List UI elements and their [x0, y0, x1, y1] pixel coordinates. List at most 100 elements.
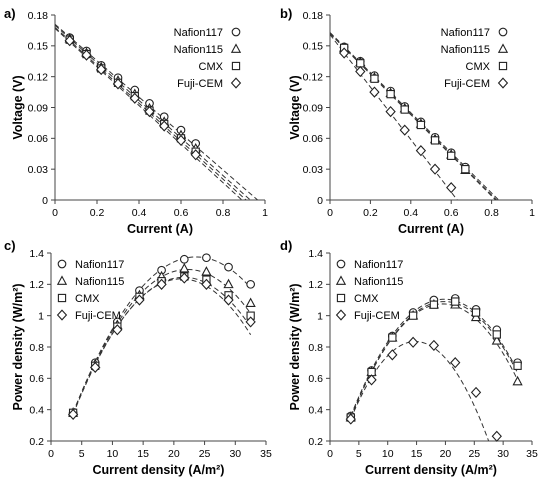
legend-marker-diamond: [56, 309, 68, 321]
chart-panel-2: 0 0.2 0.4 0.6 0.8 1 0 0.03 0.06 0.09 0.12 0.15 0.18 C…: [280, 6, 535, 236]
data-point-diamond: [175, 134, 187, 147]
series-fuji-cem: [338, 47, 457, 194]
chart-panel-1: 0 0.2 0.4 0.6 0.8 1 0 0.03 0.06 0.09 0.12 0.15 0.18 C…: [4, 6, 268, 236]
data-point-diamond: [470, 386, 482, 399]
legend-marker-square: [498, 61, 508, 71]
x-tick-label: 30: [497, 448, 509, 460]
data-point-diamond: [144, 105, 155, 118]
x-tick-label: 0.6: [174, 207, 189, 219]
data-point-square: [513, 361, 522, 370]
legend-label: Fuji-CEM: [75, 310, 121, 322]
y-axis-label: Voltage (V): [11, 75, 25, 139]
legend-label: Nafion115: [441, 44, 490, 56]
legend: Nafion117 Nafion115 CMX Fuji-CEM: [441, 27, 509, 90]
legend-label: CMX: [354, 293, 379, 305]
y-tick-label: 0.6: [308, 373, 323, 385]
legend-marker-square: [57, 293, 67, 303]
x-axis-label: Current (A): [398, 222, 464, 236]
data-point-square: [370, 74, 379, 83]
x-axis-label: Current density (A/m²): [365, 463, 497, 477]
y-tick-label: 1.2: [308, 279, 323, 291]
y-tick-label: 0.8: [308, 342, 323, 354]
data-point-circle: [224, 262, 233, 272]
y-tick-label: 0.8: [29, 342, 44, 354]
legend-label: Nafion117: [174, 27, 223, 39]
y-tick-label: 0.15: [303, 41, 324, 53]
data-point-diamond: [366, 374, 377, 386]
data-point-square: [416, 120, 426, 130]
y-tick-label: 1: [38, 310, 44, 322]
legend: Nafion117 Nafion115 CMX Fuji-CEM: [56, 259, 124, 322]
legend: Nafion117 Nafion115 CMX Fuji-CEM: [174, 27, 242, 90]
data-point-triangle: [223, 278, 234, 289]
data-point-diamond: [81, 49, 92, 61]
data-point-square: [388, 333, 397, 342]
data-point-diamond: [90, 361, 101, 373]
legend-label: Nafion115: [354, 276, 403, 288]
data-point-diamond: [156, 278, 167, 290]
data-point-square: [430, 136, 440, 145]
legend-label: CMX: [466, 61, 491, 73]
data-point-square: [451, 297, 460, 306]
series-fuji-cem: [67, 272, 256, 420]
y-tick-label: 0.15: [28, 41, 49, 53]
legend-label: Nafion117: [441, 27, 490, 39]
data-point-diamond: [179, 272, 190, 284]
legend-marker-circle: [498, 27, 508, 37]
data-point-diamond: [112, 78, 124, 90]
x-tick-label: 0.2: [363, 207, 378, 219]
data-point-triangle: [201, 266, 212, 276]
y-tick-label: 0.09: [28, 102, 49, 114]
y-tick-label: 0.18: [303, 10, 324, 22]
y-tick-label: 1.2: [29, 279, 44, 291]
x-tick-label: 1: [529, 207, 535, 219]
x-tick-label: 0.8: [216, 207, 231, 219]
x-tick-label: 5: [356, 448, 362, 460]
y-tick-label: 0.18: [28, 10, 49, 22]
x-tick-label: 0.4: [132, 207, 147, 219]
data-point-triangle: [179, 263, 190, 273]
legend-label: Fuji-CEM: [177, 78, 223, 90]
y-tick-label: 0.09: [303, 102, 324, 114]
x-tick-label: 0: [52, 207, 58, 219]
x-tick-label: 35: [260, 448, 272, 460]
chart-panel-3: 0 5 10 15 20 25 30 35 0.2 0.4 0.6 0.8 1 1.2 1.4 Current…: [4, 238, 272, 477]
data-point-diamond: [450, 357, 461, 369]
legend-marker-circle: [231, 27, 241, 37]
data-point-diamond: [112, 324, 123, 336]
fit-line-fuji-cem: [72, 278, 252, 415]
x-axis-label: Current (A): [127, 222, 193, 236]
legend-marker-triangle: [56, 275, 68, 285]
x-tick-label: 0.8: [484, 207, 499, 219]
y-tick-label: 0.03: [28, 164, 49, 176]
y-tick-label: 1.4: [308, 248, 323, 260]
legend-marker-circle: [336, 259, 346, 269]
legend-label: CMX: [75, 293, 100, 305]
x-tick-label: 10: [382, 448, 394, 460]
y-tick-label: 0.2: [308, 436, 323, 448]
legend-marker-triangle: [335, 275, 347, 285]
data-point-square: [400, 105, 409, 114]
x-tick-label: 25: [468, 448, 480, 460]
data-point-diamond: [159, 120, 170, 132]
x-tick-label: 0: [48, 448, 54, 460]
data-point-diamond: [407, 336, 419, 348]
x-tick-label: 0.6: [444, 207, 459, 219]
fit-line-nafion115: [72, 268, 252, 413]
fit-line-fuji-cem: [330, 34, 458, 200]
legend-marker-diamond: [230, 77, 242, 89]
data-point-diamond: [355, 65, 366, 78]
x-tick-label: 1: [262, 207, 268, 219]
data-point-diamond: [345, 413, 356, 425]
data-point-diamond: [428, 339, 440, 352]
data-point-diamond: [446, 182, 457, 194]
fit-line-cmx: [72, 276, 252, 413]
y-tick-label: 0.12: [28, 71, 49, 83]
data-point-square: [356, 59, 365, 68]
y-tick-label: 0.12: [303, 71, 324, 83]
data-point-diamond: [369, 86, 380, 98]
data-point-diamond: [387, 349, 398, 361]
data-point-diamond: [399, 124, 410, 136]
data-point-diamond: [491, 430, 502, 442]
